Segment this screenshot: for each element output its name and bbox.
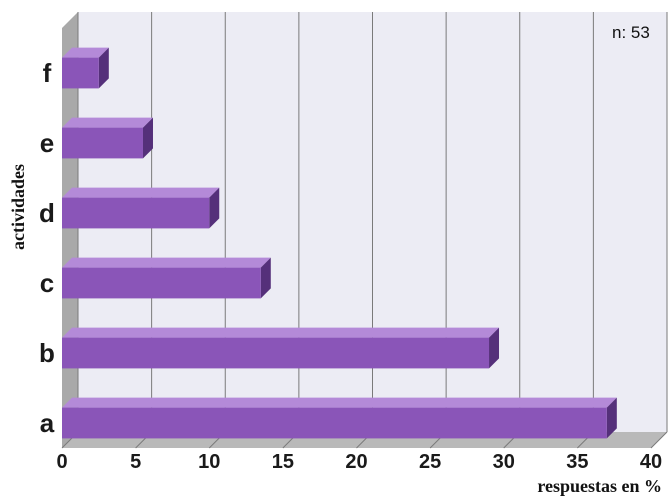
bar: [62, 47, 109, 89]
gridline-floor: [650, 431, 668, 449]
bar: [62, 117, 153, 159]
x-tick-label: 0: [56, 451, 67, 473]
bar-top: [62, 117, 153, 128]
x-tick-label: 25: [419, 451, 441, 473]
y-tick-label: a: [40, 408, 55, 438]
bar-side: [260, 257, 271, 299]
y-axis-title: actividades: [8, 164, 28, 250]
x-tick-label: 10: [198, 451, 220, 473]
bar-top: [62, 257, 271, 268]
bar-front: [62, 267, 261, 299]
plot-background: [62, 12, 667, 448]
bar-top: [62, 47, 109, 58]
y-tick-label: c: [40, 268, 54, 298]
y-tick-label: b: [39, 338, 55, 368]
bar-side: [606, 397, 617, 439]
bar-front: [62, 197, 210, 229]
bar: [62, 397, 617, 439]
bar-top: [62, 397, 617, 408]
x-tick-label: 40: [640, 451, 662, 473]
bar-side: [489, 327, 500, 369]
bar-side: [98, 47, 109, 89]
bar-side: [209, 187, 220, 229]
bar-side: [142, 117, 153, 159]
bar: [62, 257, 271, 299]
bar: [62, 187, 220, 229]
x-tick-label: 20: [345, 451, 367, 473]
bar-top: [62, 327, 500, 338]
bar-front: [62, 407, 607, 439]
bars: [62, 47, 617, 439]
bar-front: [62, 337, 490, 369]
x-axis-ticks: 0 5 10 15 20 25 30 35 40: [56, 451, 662, 473]
y-tick-label: d: [39, 198, 55, 228]
y-axis-ticks: a b c d e f: [39, 58, 55, 438]
y-tick-label: f: [43, 58, 52, 88]
sample-size-note: n: 53: [612, 23, 650, 42]
x-tick-label: 30: [493, 451, 515, 473]
bar-front: [62, 57, 99, 89]
x-axis-title: respuestas en %: [537, 476, 662, 496]
bar-top: [62, 187, 220, 198]
x-tick-label: 15: [272, 451, 294, 473]
y-tick-label: e: [40, 128, 54, 158]
bar: [62, 327, 500, 369]
x-tick-label: 5: [130, 451, 141, 473]
bar-front: [62, 127, 143, 159]
x-tick-label: 35: [566, 451, 588, 473]
